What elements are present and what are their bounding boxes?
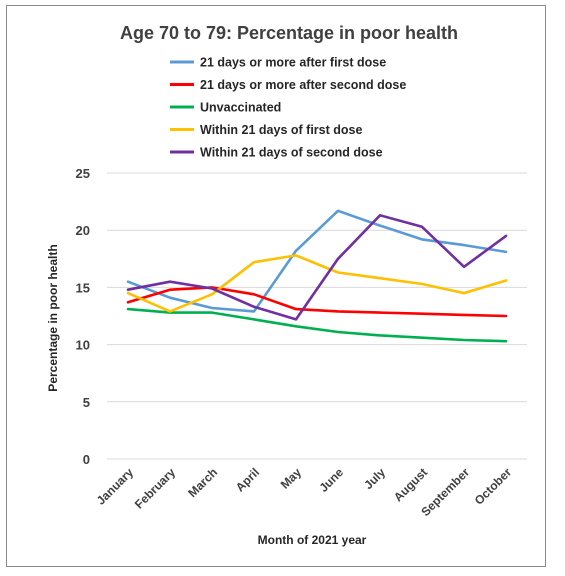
x-tick-label: June: [316, 465, 346, 495]
y-tick-label: 25: [76, 166, 90, 181]
legend-entry: 21 days or more after second dose: [200, 78, 406, 92]
series-lines: [126, 209, 508, 343]
x-tick-label: July: [361, 465, 388, 492]
y-axis-label: Percentage in poor health: [46, 244, 60, 391]
x-tick-label: March: [185, 465, 220, 500]
series-line: [126, 307, 508, 343]
y-axis-ticks: 0 5 10 15 20 25: [76, 166, 90, 467]
series-line: [126, 254, 508, 313]
x-tick-label: May: [278, 465, 305, 492]
x-tick-label: February: [132, 465, 178, 511]
series-line: [126, 214, 508, 321]
y-tick-label: 15: [76, 280, 90, 295]
y-tick-label: 20: [76, 223, 90, 238]
line-chart: Age 70 to 79: Percentage in poor health …: [46, 23, 527, 547]
series-line: [126, 209, 508, 313]
y-tick-label: 5: [83, 395, 90, 410]
x-tick-label: August: [391, 465, 430, 504]
legend: 21 days or more after first dose 21 days …: [170, 56, 406, 160]
y-tick-label: 10: [76, 338, 90, 353]
series-line: [126, 286, 508, 318]
x-tick-label: October: [472, 465, 515, 508]
legend-entry: Unvaccinated: [200, 101, 281, 115]
x-axis-label: Month of 2021 year: [258, 533, 367, 547]
x-tick-label: April: [233, 465, 262, 494]
chart-title: Age 70 to 79: Percentage in poor health: [120, 23, 458, 43]
x-tick-label: January: [94, 465, 137, 508]
chart-frame: Age 70 to 79: Percentage in poor health …: [6, 5, 546, 567]
legend-entry: Within 21 days of first dose: [200, 123, 362, 137]
legend-entry: 21 days or more after first dose: [200, 56, 386, 70]
legend-entry: Within 21 days of second dose: [200, 146, 383, 160]
y-tick-label: 0: [83, 452, 90, 467]
